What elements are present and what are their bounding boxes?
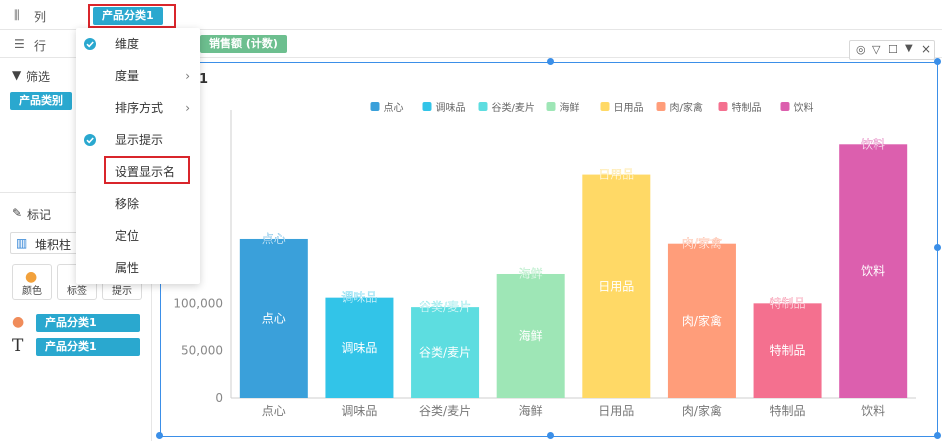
square-icon[interactable]: ☐ <box>888 43 898 56</box>
tooltip-card-label: 提示 <box>112 286 132 297</box>
menu-item-label: 排序方式 <box>115 101 164 115</box>
row-pill[interactable]: 销售额 (计数) <box>200 35 287 53</box>
resize-handle[interactable] <box>934 244 941 251</box>
color-field-pill[interactable]: 产品分类1 <box>36 314 140 332</box>
resize-handle[interactable] <box>156 432 163 439</box>
text-icon: T <box>12 336 24 356</box>
bar-chart-icon: ▥ <box>16 236 28 250</box>
rows-shelf: ☰ 行 销售额 (计数) <box>0 30 942 58</box>
resize-handle[interactable] <box>934 432 941 439</box>
menu-item-label: 维度 <box>115 37 140 51</box>
columns-shelf: ⫼ 列 产品分类1 <box>0 0 942 30</box>
menu-item[interactable]: 移除 <box>76 188 200 220</box>
color-field-icon: ● <box>12 314 25 330</box>
filter-icon[interactable]: ▽ <box>872 43 881 56</box>
menu-item-label: 度量 <box>115 69 140 83</box>
label-field-pill[interactable]: 产品分类1 <box>36 338 140 356</box>
pin-icon: ✎ <box>12 206 23 220</box>
rows-label: 行 <box>34 39 47 53</box>
dropdown-icon[interactable]: ▼ <box>905 43 913 54</box>
menu-item[interactable]: 维度 <box>76 28 200 60</box>
menu-item-label: 设置显示名 <box>115 165 176 179</box>
rows-icon: ☰ <box>14 37 25 51</box>
column-pill[interactable]: 产品分类1 <box>93 7 163 25</box>
chart-container[interactable] <box>160 62 938 437</box>
resize-handle[interactable] <box>934 58 941 65</box>
menu-item-label: 显示提示 <box>115 133 164 147</box>
color-dots-icon: ● <box>25 269 38 285</box>
filter-icon: ▼ <box>12 68 22 82</box>
color-card-label: 颜色 <box>22 286 42 297</box>
close-icon[interactable]: × <box>921 42 932 56</box>
locate-icon[interactable]: ◎ <box>856 43 866 56</box>
filter-pill[interactable]: 产品类别 <box>10 92 72 110</box>
menu-item[interactable]: 排序方式 › <box>76 92 200 124</box>
check-icon <box>84 134 96 146</box>
menu-item[interactable]: 属性 <box>76 252 200 284</box>
resize-handle[interactable] <box>547 58 554 65</box>
filter-title: 筛选 <box>26 70 51 84</box>
chevron-right-icon: › <box>185 69 190 83</box>
mark-type-label: 堆积柱 <box>35 238 72 252</box>
menu-item[interactable]: 定位 <box>76 220 200 252</box>
label-card-label: 标签 <box>67 286 87 297</box>
chart-title: 1 <box>199 72 209 87</box>
menu-item[interactable]: 显示提示 <box>76 124 200 156</box>
columns-label: 列 <box>34 10 47 24</box>
resize-handle[interactable] <box>547 432 554 439</box>
menu-item-label: 定位 <box>115 229 140 243</box>
columns-icon: ⫼ <box>14 8 20 22</box>
menu-item[interactable]: 度量 › <box>76 60 200 92</box>
menu-highlight <box>104 156 190 184</box>
chart-toolbar: ◎ ▽ ☐ ▼ × <box>849 40 935 60</box>
column-pill-highlight <box>88 4 176 28</box>
marks-title: 标记 <box>27 208 52 222</box>
menu-item[interactable]: 设置显示名 <box>76 156 200 188</box>
menu-item-label: 属性 <box>115 261 140 275</box>
check-icon <box>84 38 96 50</box>
color-card[interactable]: ● 颜色 <box>12 264 52 300</box>
chevron-right-icon: › <box>185 101 190 115</box>
menu-item-label: 移除 <box>115 197 140 211</box>
